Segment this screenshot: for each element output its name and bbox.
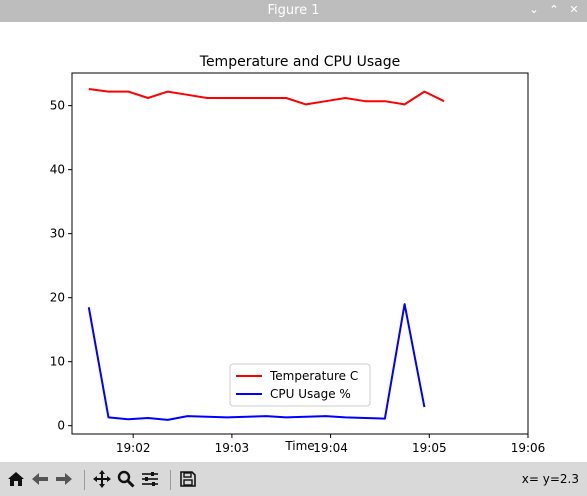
figure-canvas[interactable]: Temperature and CPU Usage 0 10 20 30 40 50 19:… [0, 22, 587, 462]
axes-frame [71, 72, 529, 435]
back-icon[interactable] [30, 470, 50, 488]
toolbar-separator [84, 470, 85, 490]
y-tick-label: 40 [50, 163, 65, 177]
forward-icon[interactable] [54, 470, 74, 488]
series-line-temperature [88, 88, 445, 106]
x-tick-label: 19:02 [116, 441, 151, 455]
cursor-coordinates: x= y=2.3 [521, 472, 579, 486]
pan-icon[interactable] [92, 470, 112, 488]
y-tick-label: 0 [57, 419, 65, 433]
series-line-cpu-usage [87, 303, 426, 421]
zoom-icon[interactable] [116, 470, 136, 488]
navigation-toolbar: x= y=2.3 [0, 462, 587, 496]
y-tick-label: 30 [50, 227, 65, 241]
x-tick-label: 19:04 [313, 441, 348, 455]
window-titlebar: Figure 1 ⌄ ⌃ ✕ [0, 0, 587, 22]
legend: Temperature C CPU Usage % [229, 363, 371, 407]
x-tick-label: 19:03 [215, 441, 250, 455]
legend-label-cpu: CPU Usage % [270, 387, 351, 401]
x-tick-label: 19:05 [412, 441, 447, 455]
minimize-button[interactable]: ⌄ [529, 3, 539, 16]
toolbar-separator [170, 470, 171, 490]
line-chart: Temperature and CPU Usage 0 10 20 30 40 50 19:… [50, 54, 546, 455]
configure-subplots-icon[interactable] [140, 470, 160, 488]
y-tick-label: 20 [50, 291, 65, 305]
save-icon[interactable] [178, 470, 198, 488]
window-title: Figure 1 [267, 3, 320, 18]
close-button[interactable]: ✕ [569, 3, 579, 16]
chart-title: Temperature and CPU Usage [199, 54, 400, 70]
legend-frame [229, 363, 371, 407]
series-layer [87, 88, 445, 421]
x-tick-label: 19:06 [511, 441, 546, 455]
y-tick-label: 50 [50, 99, 65, 113]
x-axis-label: Time [284, 439, 314, 453]
maximize-button[interactable]: ⌃ [549, 3, 559, 16]
y-tick-label: 10 [50, 355, 65, 369]
ticks-layer: 0 10 20 30 40 50 19:02 19:03 19:04 19:05 19:06 [50, 99, 546, 455]
legend-label-temperature: Temperature C [269, 369, 358, 383]
home-icon[interactable] [6, 470, 26, 488]
